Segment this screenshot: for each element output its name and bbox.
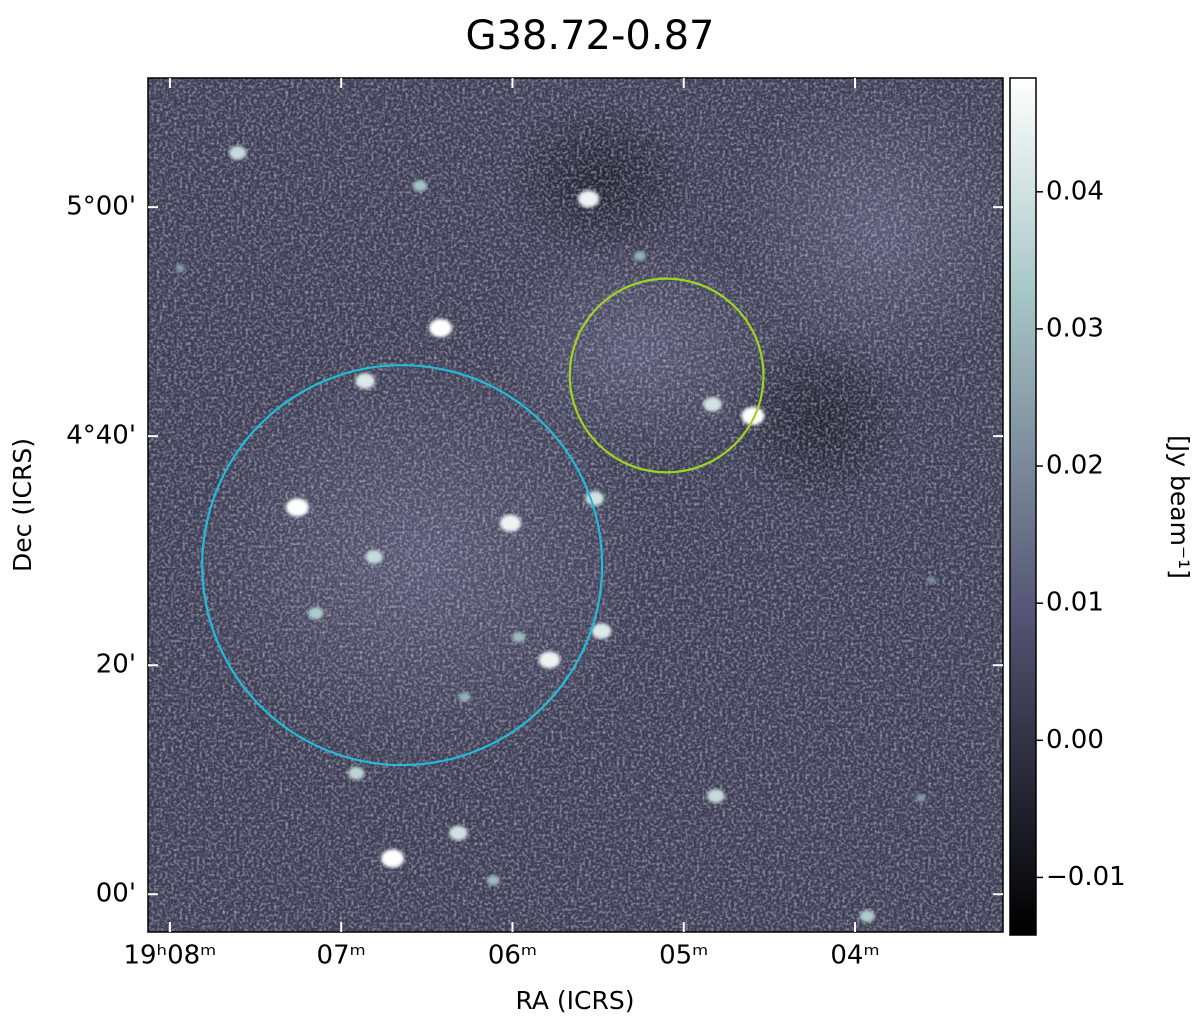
point-source <box>577 190 600 208</box>
point-source <box>591 623 612 639</box>
colorbar <box>1009 77 1037 936</box>
point-source <box>458 692 471 702</box>
region-circle <box>201 364 604 767</box>
x-tick-label: 06ᵐ <box>488 941 537 971</box>
x-tick-label: 19ʰ08ᵐ <box>123 941 216 971</box>
point-source <box>486 875 500 886</box>
y-tick-label: 4°40' <box>66 421 136 451</box>
colorbar-label: [Jy beam⁻¹] <box>1165 435 1194 579</box>
point-source <box>741 406 765 426</box>
colorbar-tick-label: 0.04 <box>1046 176 1104 206</box>
point-source <box>859 910 875 923</box>
point-source <box>707 789 725 803</box>
point-source <box>381 849 405 868</box>
point-source <box>229 145 247 160</box>
point-source <box>499 514 522 532</box>
point-source <box>355 373 375 389</box>
y-axis-label: Dec (ICRS) <box>8 438 37 572</box>
x-tick-label: 05ᵐ <box>659 941 708 971</box>
point-source <box>412 180 428 192</box>
colorbar-tick-label: 0.02 <box>1046 451 1104 481</box>
point-source <box>429 318 452 338</box>
colorbar-tick-label: 0.01 <box>1046 588 1104 618</box>
colorbar-tick-label: 0.00 <box>1046 725 1104 755</box>
point-source <box>348 766 365 780</box>
point-source <box>926 576 936 584</box>
x-axis-label: RA (ICRS) <box>516 986 635 1015</box>
colorbar-tick-label: 0.03 <box>1046 313 1104 343</box>
y-tick-label: 5°00' <box>66 192 136 222</box>
region-circle <box>568 277 765 474</box>
point-source <box>512 632 526 643</box>
point-source <box>915 794 926 802</box>
point-source <box>308 607 324 620</box>
point-source <box>538 651 561 669</box>
y-tick-label: 00' <box>96 879 136 909</box>
x-tick-label: 07ᵐ <box>317 941 366 971</box>
colorbar-tick-label: −0.01 <box>1046 862 1126 892</box>
point-source <box>285 498 309 517</box>
x-tick-label: 04ᵐ <box>830 941 879 971</box>
point-source <box>703 396 722 412</box>
point-source <box>365 549 383 564</box>
image <box>148 78 1003 932</box>
point-source <box>633 251 646 261</box>
y-tick-label: 20' <box>96 650 136 680</box>
point-source <box>449 825 468 841</box>
plot-frame <box>147 77 1004 933</box>
point-source <box>175 264 186 273</box>
image-noise <box>148 78 1003 932</box>
chart-title: G38.72-0.87 <box>465 13 714 59</box>
